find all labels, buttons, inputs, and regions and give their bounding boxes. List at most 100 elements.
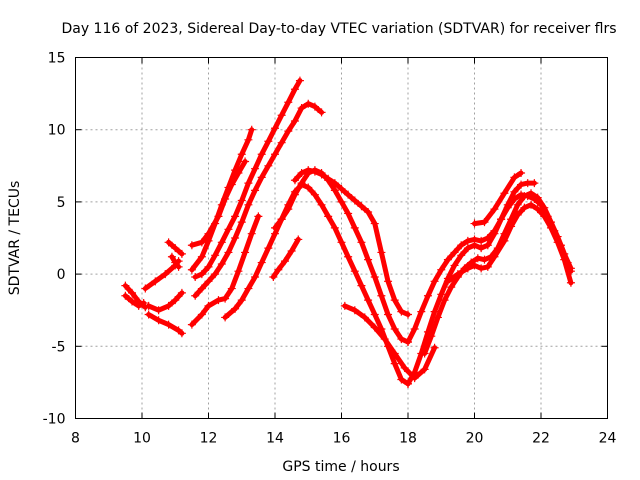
series-line [189, 159, 248, 248]
data-point [197, 252, 206, 261]
data-point [284, 205, 293, 214]
data-point [340, 301, 349, 310]
data-point [344, 252, 353, 261]
data-point [271, 150, 279, 159]
data-point [457, 241, 466, 250]
data-point [510, 173, 519, 182]
data-point [121, 281, 130, 290]
data-point [344, 190, 353, 199]
data-point [507, 222, 516, 231]
series-line [270, 236, 301, 280]
data-point [171, 296, 180, 305]
series-line [342, 303, 438, 381]
data-point [231, 234, 240, 242]
data-point [480, 255, 489, 264]
x-tick-label: 8 [71, 431, 80, 447]
data-point [251, 186, 260, 195]
data-point [330, 179, 339, 188]
data-point [164, 238, 173, 247]
data-point [191, 291, 200, 300]
data-point [500, 236, 509, 245]
data-point [244, 135, 253, 144]
data-point [204, 301, 213, 310]
series-11 [191, 99, 326, 300]
data-point [254, 212, 263, 221]
data-point [517, 180, 526, 189]
y-tick-label: 0 [57, 267, 66, 283]
data-point [164, 320, 173, 329]
data-point [324, 212, 333, 221]
data-point [390, 296, 399, 305]
series-21 [443, 200, 575, 287]
data-point [174, 262, 183, 271]
data-point [177, 249, 186, 258]
data-point [443, 277, 452, 286]
data-point [231, 212, 240, 221]
chart-title: Day 116 of 2023, Sidereal Day-to-day VTE… [61, 21, 616, 37]
x-tick-label: 12 [200, 431, 218, 447]
data-point [177, 288, 186, 297]
data-point [453, 270, 462, 279]
data-point [390, 359, 399, 368]
data-point [370, 219, 379, 228]
y-tick-labels: -10 -5 0 5 10 15 [43, 51, 66, 428]
data-point [221, 313, 230, 322]
series-2 [121, 291, 148, 310]
data-point [400, 363, 409, 372]
data-point [317, 170, 326, 179]
series-15 [290, 166, 412, 319]
data-point [197, 238, 206, 247]
series-6 [164, 238, 186, 258]
data-point [500, 189, 509, 198]
data-point [227, 284, 236, 293]
data-point [317, 200, 326, 209]
data-point [490, 252, 499, 261]
data-point [540, 212, 549, 221]
data-point [128, 288, 137, 297]
data-point [433, 313, 442, 322]
data-point [234, 267, 243, 276]
data-point [490, 229, 499, 238]
data-point [280, 257, 289, 266]
data-point [510, 187, 519, 196]
data-point [251, 164, 260, 173]
data-point [241, 157, 250, 166]
data-point [171, 258, 180, 267]
data-point [497, 215, 506, 224]
data-point [477, 236, 486, 245]
data-point [290, 117, 299, 126]
y-tick-label: 10 [48, 123, 66, 139]
data-point [417, 307, 426, 316]
data-point [364, 255, 373, 264]
series-line [422, 190, 574, 356]
data-point [247, 229, 256, 238]
data-point [187, 241, 196, 250]
data-point [380, 335, 389, 344]
data-point [154, 316, 163, 325]
data-point [430, 277, 439, 286]
data-point [304, 166, 313, 175]
data-point [553, 238, 562, 247]
data-point [540, 203, 549, 212]
data-point [420, 349, 429, 358]
y-axis-label: SDTVAR / TECUs [7, 181, 23, 296]
data-point [490, 205, 499, 214]
data-point [370, 323, 379, 332]
data-point [477, 264, 486, 273]
data-point [384, 310, 393, 319]
data-point [423, 291, 432, 300]
data-point [217, 238, 226, 247]
data-point [397, 307, 406, 316]
y-tick-label: -10 [43, 412, 66, 428]
data-point [360, 313, 369, 322]
data-point [517, 169, 526, 178]
data-point [463, 244, 472, 253]
data-point [427, 332, 436, 341]
data-point [430, 343, 439, 352]
x-tick-label: 22 [532, 431, 550, 447]
x-tick-label: 24 [599, 431, 617, 447]
data-point [304, 183, 313, 192]
data-point [533, 193, 542, 202]
data-point [364, 208, 373, 217]
